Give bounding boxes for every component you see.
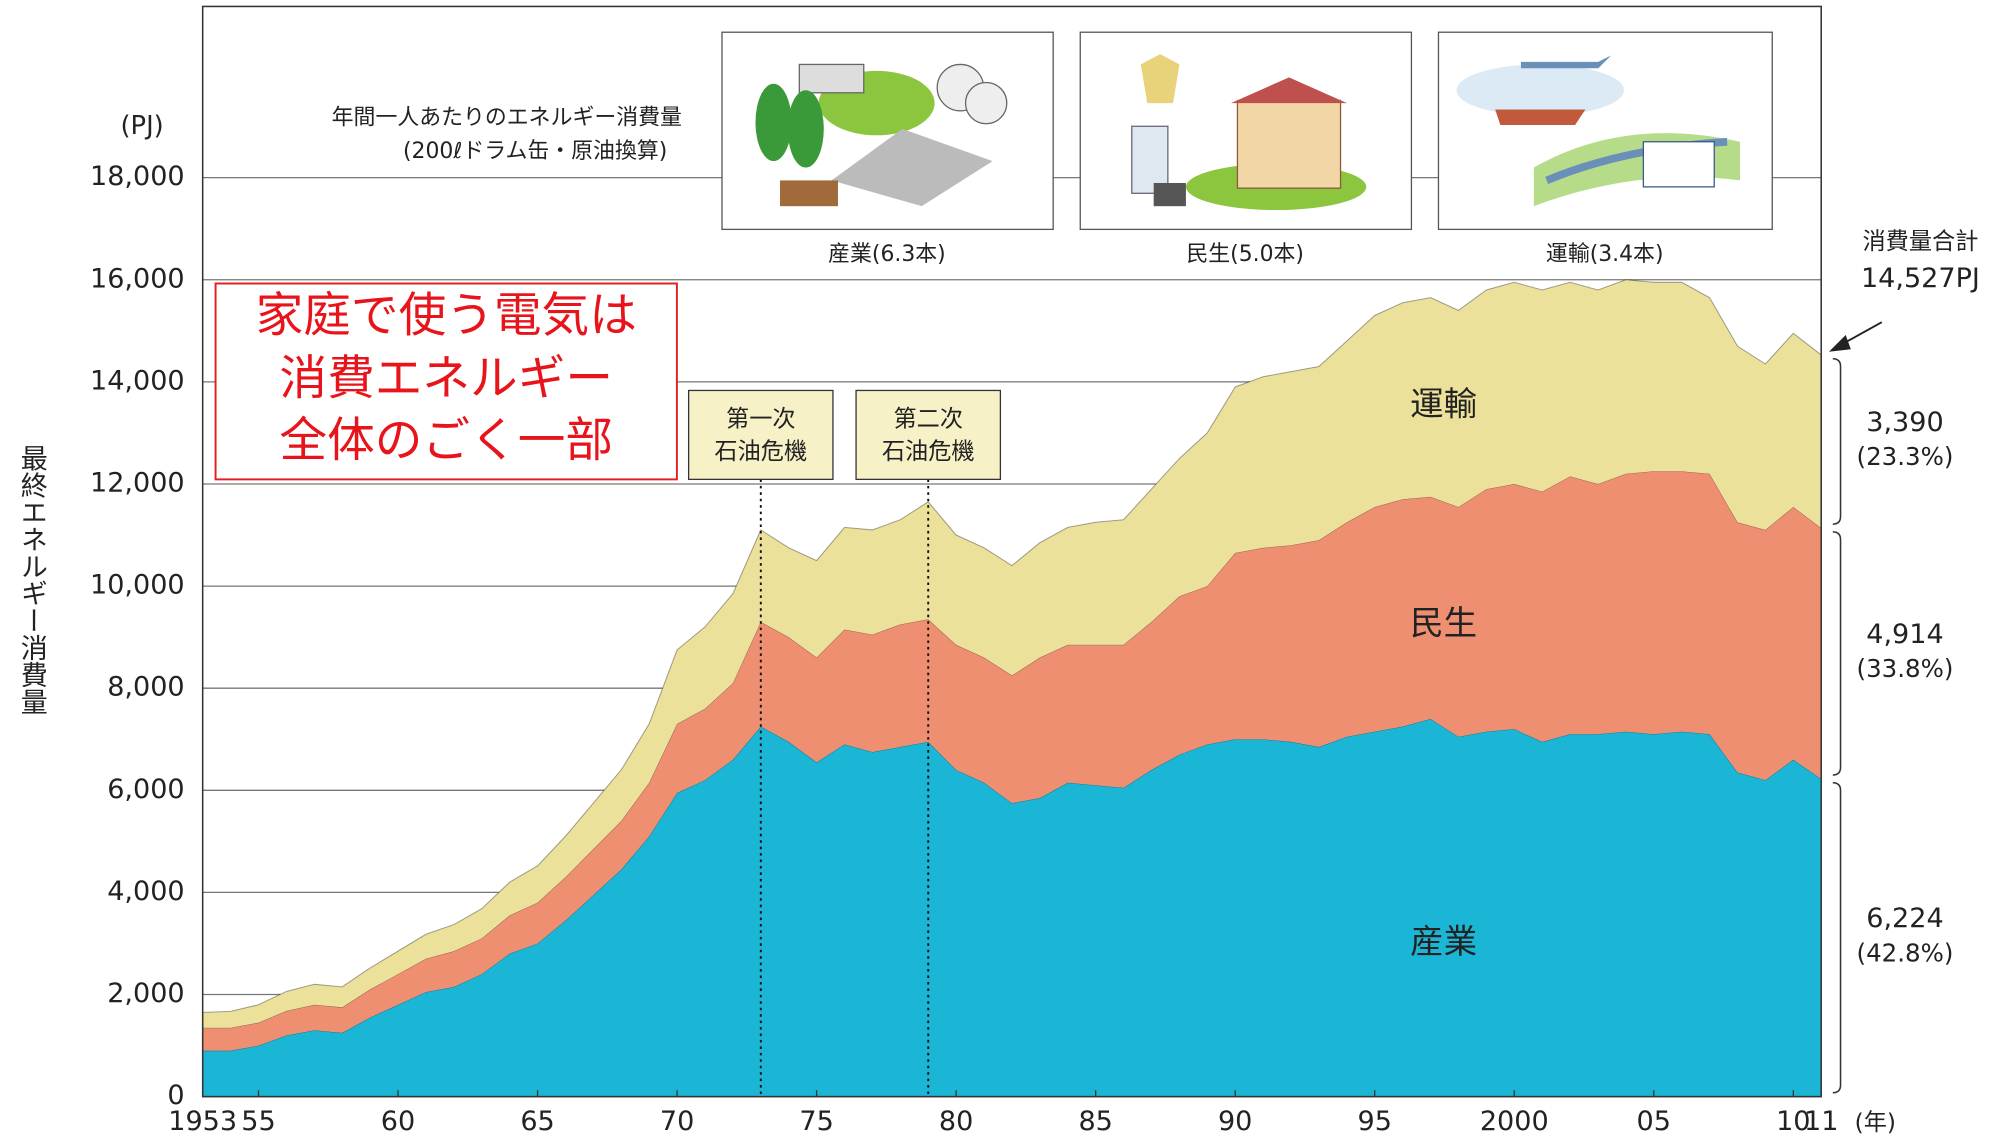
end-label: 6,224 [1866,903,1943,934]
end-share: (33.8%) [1857,654,1954,683]
icon [1141,54,1180,103]
x-tick-label: 75 [799,1106,833,1134]
y-tick-label: 2,000 [107,978,184,1009]
icon [1495,110,1585,125]
icon [1643,142,1714,187]
x-tick-label: 1953 [168,1106,237,1134]
x-tick-label: 90 [1218,1106,1252,1134]
icon [1457,64,1625,116]
event-box [689,390,833,479]
icon [756,84,792,161]
event-box [856,390,1000,479]
end-label: 3,390 [1866,407,1943,438]
x-tick-label: 60 [381,1106,415,1134]
area-label: 産業 [1410,922,1477,961]
y-tick-label: 6,000 [107,774,184,805]
x-unit: (年) [1855,1109,1896,1134]
icon [788,90,824,167]
x-tick-label: 05 [1637,1106,1671,1134]
note: 消費エネルギー [279,351,613,406]
note: 全体のごく一部 [279,413,613,468]
panel-label: 産業(6.3本) [828,242,946,267]
y-tick-label: 4,000 [107,876,184,907]
icon [799,64,863,92]
x-tick-label: 2000 [1480,1106,1549,1134]
x-tick-label: 11 [1804,1106,1838,1134]
total-label: 消費量合計 [1862,228,1978,255]
bracket [1833,532,1841,775]
x-tick-label: 85 [1078,1106,1112,1134]
y-tick-label: 16,000 [90,263,185,294]
x-tick-label: 70 [660,1106,694,1134]
y-unit: (PJ) [120,111,163,141]
panel-frame [1438,32,1772,229]
bracket [1833,359,1841,524]
icon [1154,183,1186,206]
event-label: 第二次 [893,406,963,433]
x-tick-label: 95 [1358,1106,1392,1134]
note: 家庭で使う電気は [256,288,637,343]
icon [780,180,838,206]
page: {"chart_data":{"type":"stacked_area", "y… [0,0,2011,1134]
y-tick-label: 8,000 [107,672,184,703]
y-tick-label: 10,000 [90,570,185,601]
event-label: 石油危機 [882,438,975,465]
total-arrowhead [1829,335,1851,352]
area-label: 民生 [1410,603,1477,642]
icon [1237,101,1340,189]
icon [966,82,1007,123]
y-tick-label: 12,000 [90,467,185,498]
end-share: (23.3%) [1857,442,1954,471]
x-tick-label: 65 [520,1106,554,1134]
y-tick-label: 18,000 [90,161,185,192]
panel-label: 運輸(3.4本) [1546,242,1664,267]
panel-heading: (200ℓドラム缶・原油換算) [403,139,667,164]
bracket [1833,783,1841,1093]
event-label: 第一次 [726,406,796,433]
x-tick-label: 80 [939,1106,973,1134]
end-share: (42.8%) [1857,939,1954,968]
total-value: 14,527PJ [1861,263,1980,294]
panel-label: 民生(5.0本) [1186,242,1304,267]
panel-heading: 年間一人あたりのエネルギー消費量 [332,106,682,131]
chart: 02,0004,0006,0008,00010,00012,00014,0001… [0,0,2011,1134]
end-label: 4,914 [1866,619,1943,650]
y-tick-label: 14,000 [90,365,185,396]
y-title: 最終エネルギー消費量 [16,445,48,716]
x-tick-label: 55 [241,1106,275,1134]
event-label: 石油危機 [714,438,807,465]
panel-illustrations [722,32,1772,229]
area-label: 運輸 [1410,384,1477,423]
